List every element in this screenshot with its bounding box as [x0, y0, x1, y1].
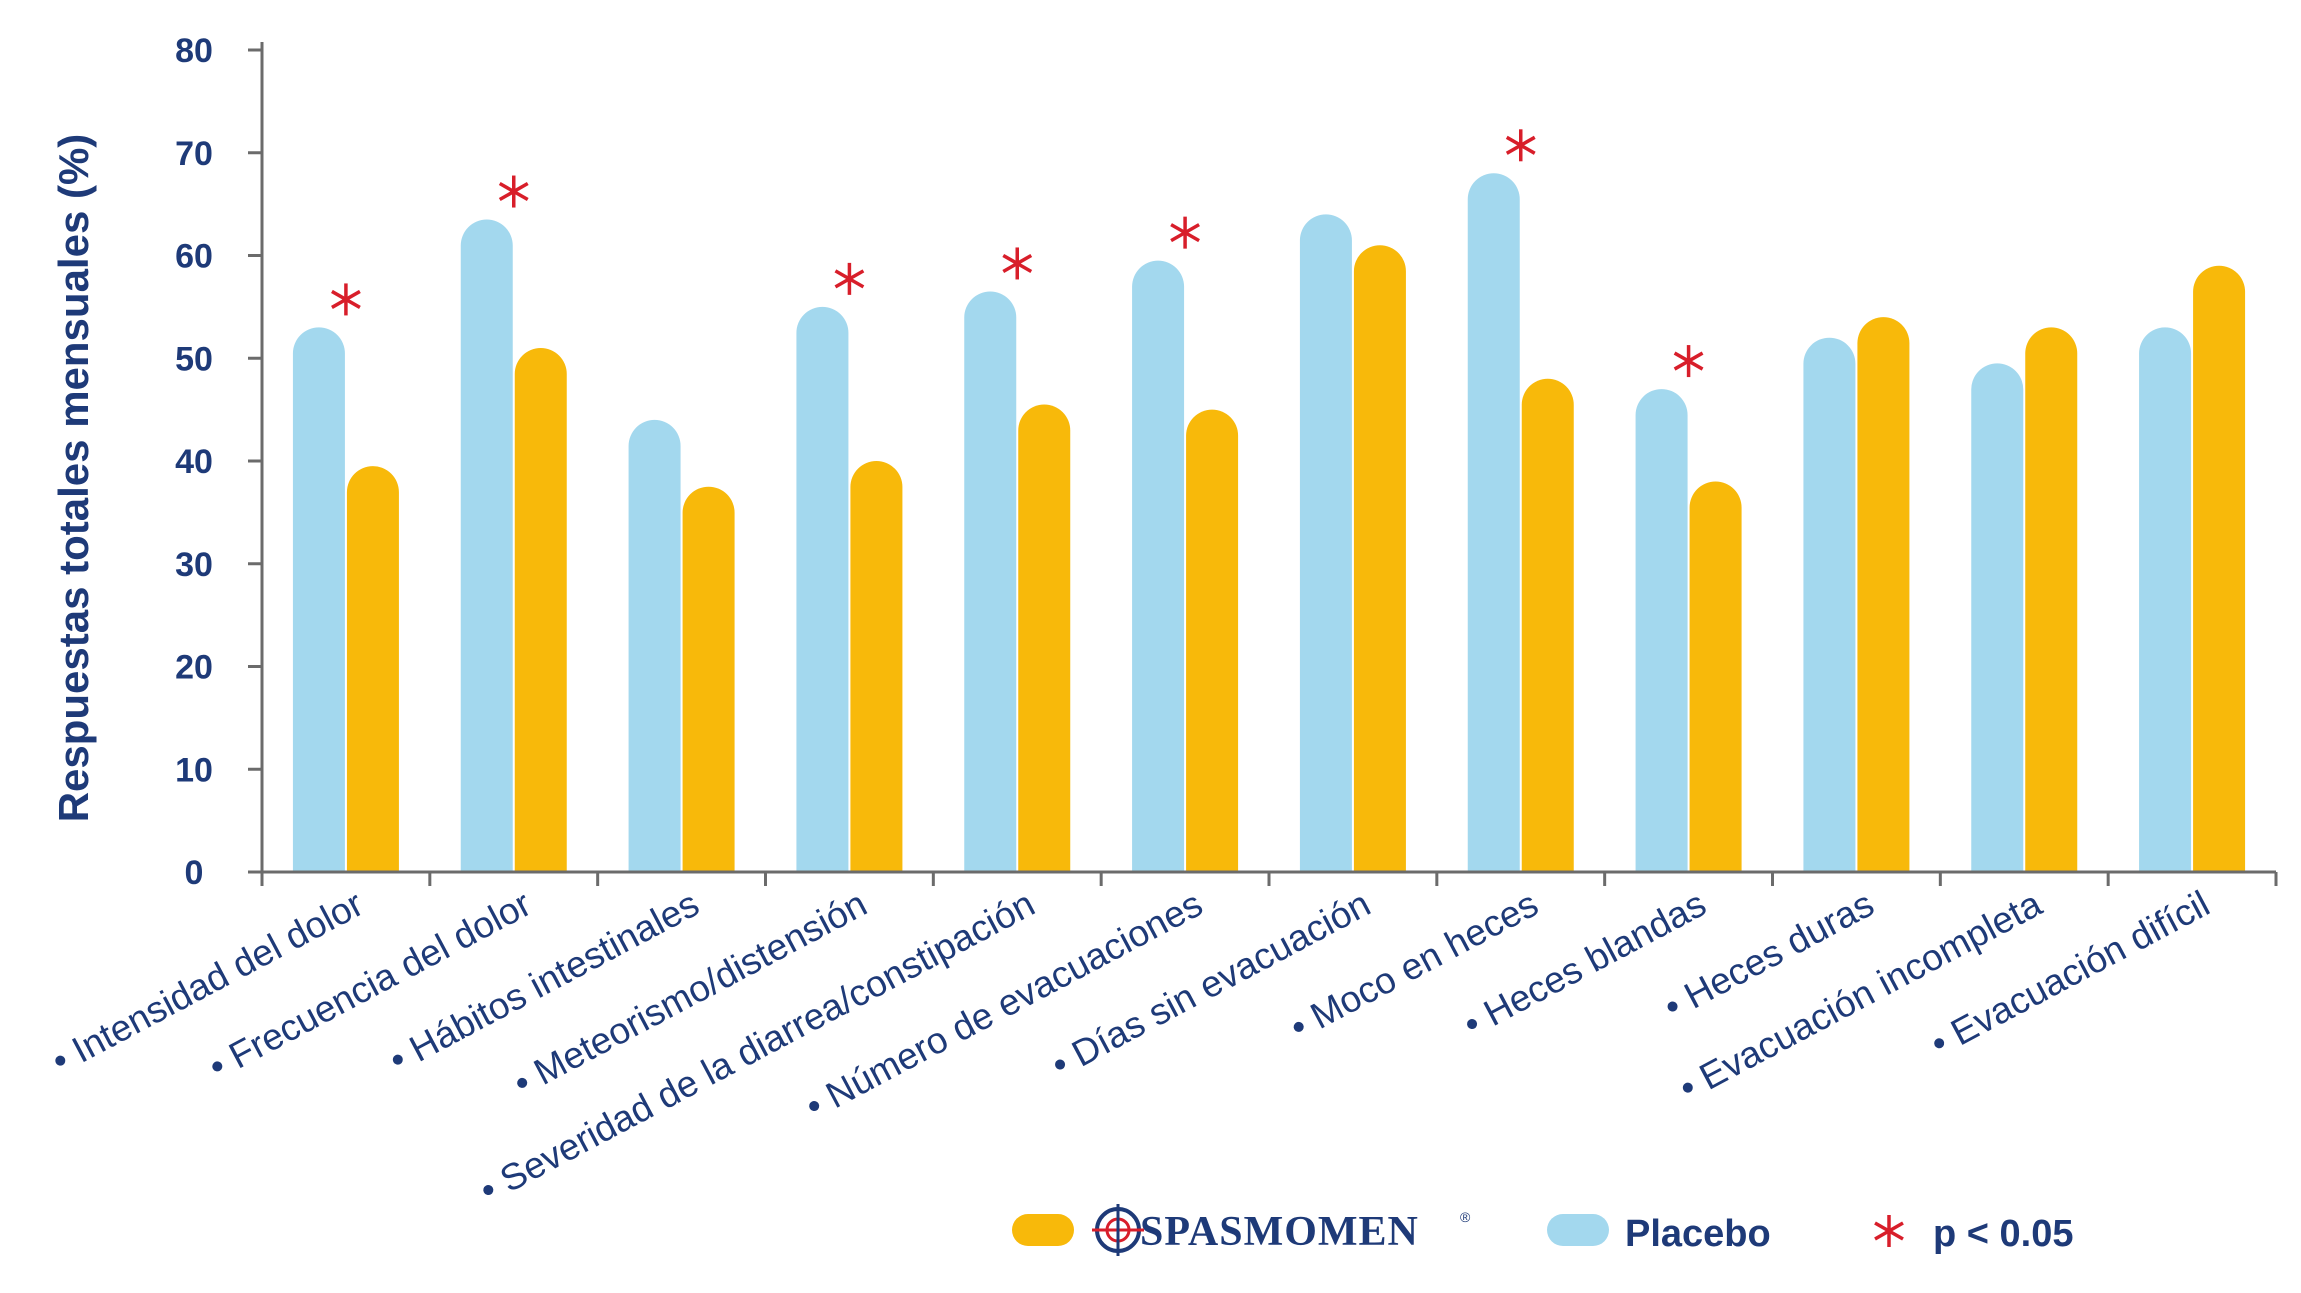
y-tick-label: 30: [175, 546, 213, 584]
legend-spasmomen-swatch: [1012, 1214, 1074, 1246]
bar-placebo: [796, 306, 849, 872]
y-axis: 0 10 20 30 40 50 60 70 80: [175, 32, 264, 892]
y-tick-label: 60: [175, 238, 213, 276]
significance-asterisk-icon: [834, 262, 865, 295]
significance-asterisk-icon: [331, 283, 361, 316]
asterisk-icon: [1874, 1215, 1904, 1247]
bar-spasmomen: [514, 347, 567, 873]
significance-asterisk-icon: [1002, 247, 1033, 280]
x-category-label: • Días sin evacuación: [1045, 883, 1377, 1086]
bar-spasmomen: [850, 461, 903, 872]
bar-spasmomen: [2193, 265, 2246, 872]
bar-spasmomen: [1353, 245, 1406, 873]
bars: [292, 173, 2246, 873]
significance-asterisk-icon: [1505, 129, 1536, 162]
bar-placebo: [460, 219, 513, 873]
x-category-label: • Frecuencia del dolor: [202, 883, 538, 1087]
legend-placebo-swatch: [1547, 1214, 1609, 1246]
bar-placebo: [292, 327, 345, 872]
y-tick-label: 0: [185, 854, 204, 892]
y-tick-label: 70: [175, 135, 213, 173]
category-labels: • Intensidad del dolor• Frecuencia del d…: [45, 883, 2216, 1211]
bar-placebo: [1467, 173, 1520, 872]
y-tick-label: 20: [175, 649, 213, 687]
bar-spasmomen: [346, 466, 399, 872]
y-tick-label: 40: [175, 443, 213, 481]
significance-markers: [331, 129, 1704, 378]
y-axis-title: Respuestas totales mensuales (%): [50, 134, 97, 823]
bar-spasmomen: [1857, 317, 1910, 872]
bar-placebo: [1803, 337, 1856, 872]
y-tick-label: 80: [175, 32, 213, 70]
legend: SPASMOMEN ® Placebo p < 0.05: [1012, 1204, 2073, 1256]
bar-placebo: [2139, 327, 2192, 872]
bar-placebo: [1971, 363, 2024, 872]
bar-placebo: [628, 419, 681, 872]
significance-asterisk-icon: [1673, 345, 1704, 378]
legend-placebo-label: Placebo: [1625, 1213, 1771, 1255]
x-category-label: • Evacuación difícil: [1924, 883, 2216, 1064]
bar-spasmomen: [2025, 327, 2078, 872]
legend-spasmomen-registered-mark: ®: [1460, 1209, 1471, 1225]
legend-spasmomen-label: SPASMOMEN: [1140, 1209, 1419, 1255]
bar-spasmomen: [682, 486, 735, 872]
legend-significance-label: p < 0.05: [1933, 1213, 2073, 1255]
bar-placebo: [1132, 260, 1185, 872]
y-tick-label: 50: [175, 340, 213, 378]
bar-placebo: [1299, 214, 1352, 872]
bar-placebo: [1635, 389, 1688, 872]
significance-asterisk-icon: [498, 175, 529, 208]
bar-spasmomen: [1018, 404, 1071, 872]
bar-spasmomen: [1521, 378, 1574, 872]
spasmomen-logo-icon: [1092, 1204, 1144, 1256]
y-tick-label: 10: [175, 751, 213, 789]
bar-spasmomen: [1186, 409, 1239, 872]
x-axis: [260, 870, 2278, 886]
bar-placebo: [964, 291, 1017, 872]
significance-asterisk-icon: [1170, 216, 1200, 249]
bar-spasmomen: [1689, 481, 1742, 872]
